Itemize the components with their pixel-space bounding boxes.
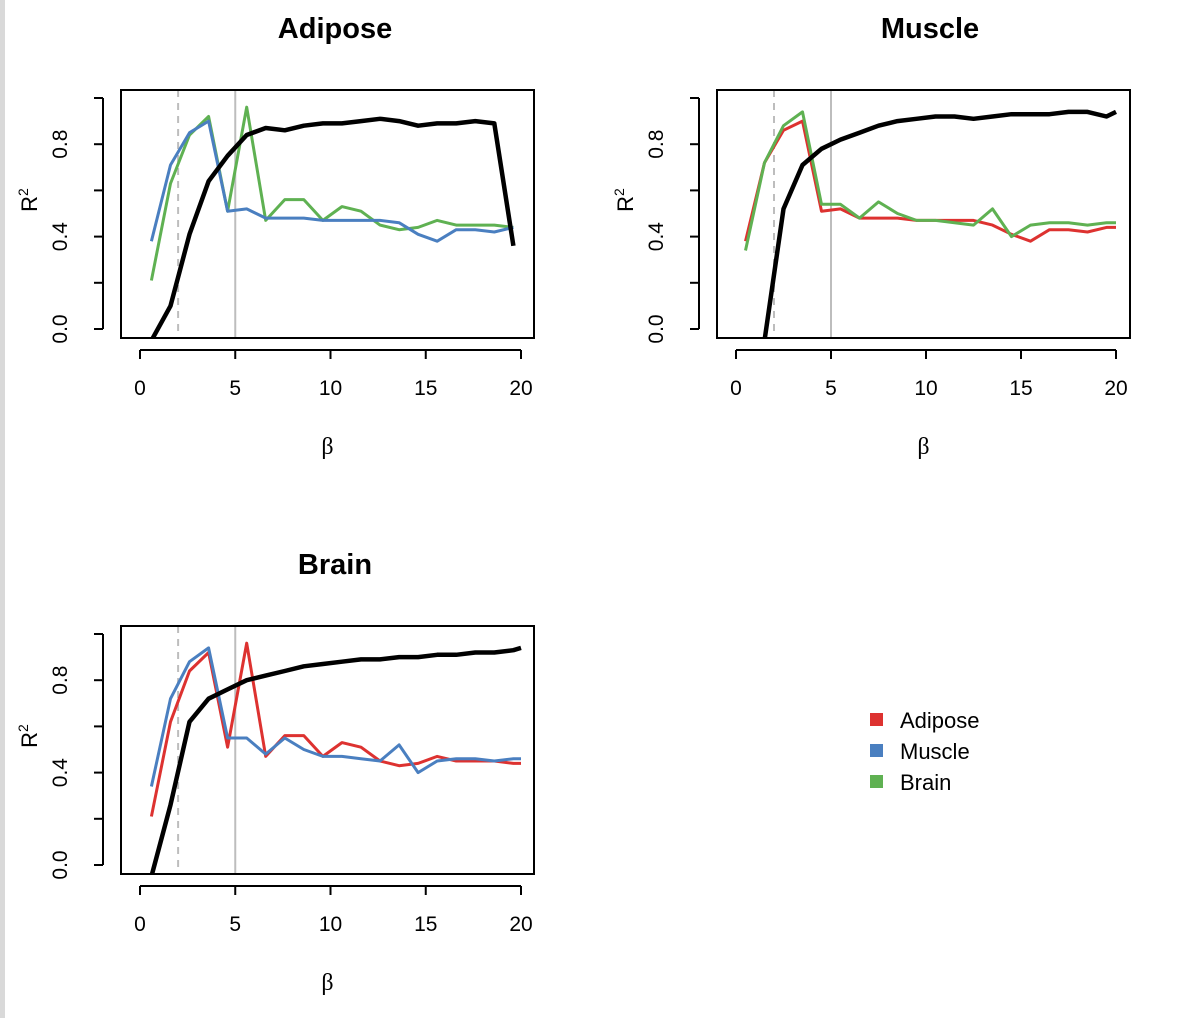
plot-lines — [149, 641, 522, 874]
y-axis-label-superscript: 2 — [611, 188, 627, 196]
panel-brain: Brain 0 5 10 15 20 β 0.0 0.4 0.8 R2 — [15, 549, 535, 996]
y-tick-label: 0.4 — [49, 758, 72, 788]
x-axis-label: β — [321, 970, 333, 996]
legend-swatch-muscle — [870, 744, 883, 757]
panel-muscle: Muscle 0 5 10 15 20 β 0.0 0.4 0.8 R2 — [611, 13, 1131, 460]
x-tick-label: 0 — [730, 377, 742, 400]
x-tick-label: 10 — [914, 377, 937, 400]
y-tick-label: 0.4 — [645, 222, 668, 252]
y-axis-label: R2 — [15, 188, 42, 212]
x-tick-label: 20 — [509, 377, 532, 400]
x-tick-label: 15 — [414, 377, 437, 400]
x-tick-label: 0 — [134, 913, 146, 936]
x-tick-label: 10 — [319, 913, 342, 936]
reference-line — [762, 109, 1117, 338]
chart-title: Adipose — [278, 13, 392, 45]
legend-label-muscle: Muscle — [900, 739, 970, 764]
plot-lines — [149, 105, 516, 338]
x-tick-label: 20 — [509, 913, 532, 936]
reference-line — [150, 116, 516, 338]
legend-label-adipose: Adipose — [900, 708, 980, 733]
legend-label-brain: Brain — [900, 770, 951, 795]
y-axis-label-superscript: 2 — [15, 188, 31, 196]
x-tick-label: 5 — [229, 913, 241, 936]
chart-title: Brain — [298, 549, 372, 581]
y-axis-label: R2 — [611, 188, 638, 212]
series-line-adipose — [149, 641, 521, 817]
series-line-muscle — [149, 119, 514, 243]
plot-lines — [744, 109, 1117, 338]
x-tick-label: 15 — [1009, 377, 1032, 400]
x-axis-label: β — [917, 434, 929, 460]
x-tick-label: 5 — [825, 377, 837, 400]
plot-frame — [120, 89, 535, 339]
series-line-muscle — [149, 646, 521, 787]
legend: Adipose Muscle Brain — [870, 708, 980, 795]
panel-adipose: Adipose 0 5 10 15 20 β 0.0 0.4 0.8 R2 — [15, 13, 535, 460]
y-tick-label: 0.8 — [49, 130, 72, 159]
window-left-edge — [0, 0, 5, 1018]
y-tick-label: 0.0 — [49, 314, 72, 343]
x-tick-label: 10 — [319, 377, 342, 400]
series-line-brain — [744, 110, 1116, 251]
y-tick-label: 0.4 — [49, 222, 72, 252]
y-tick-label: 0.8 — [49, 666, 72, 695]
chart-title: Muscle — [881, 13, 979, 45]
x-tick-label: 5 — [229, 377, 241, 400]
x-tick-label: 0 — [134, 377, 146, 400]
legend-swatch-adipose — [870, 713, 883, 726]
y-tick-label: 0.0 — [49, 850, 72, 879]
plot-frame — [120, 625, 535, 875]
y-axis-label: R2 — [15, 724, 42, 748]
x-axis-label: β — [321, 434, 333, 460]
plot-frame — [716, 89, 1131, 339]
y-axis-label-superscript: 2 — [15, 724, 31, 732]
y-tick-label: 0.0 — [645, 314, 668, 343]
x-tick-label: 20 — [1104, 377, 1127, 400]
legend-swatch-brain — [870, 775, 883, 788]
x-tick-label: 15 — [414, 913, 437, 936]
y-tick-label: 0.8 — [645, 130, 668, 159]
reference-line — [149, 645, 522, 874]
